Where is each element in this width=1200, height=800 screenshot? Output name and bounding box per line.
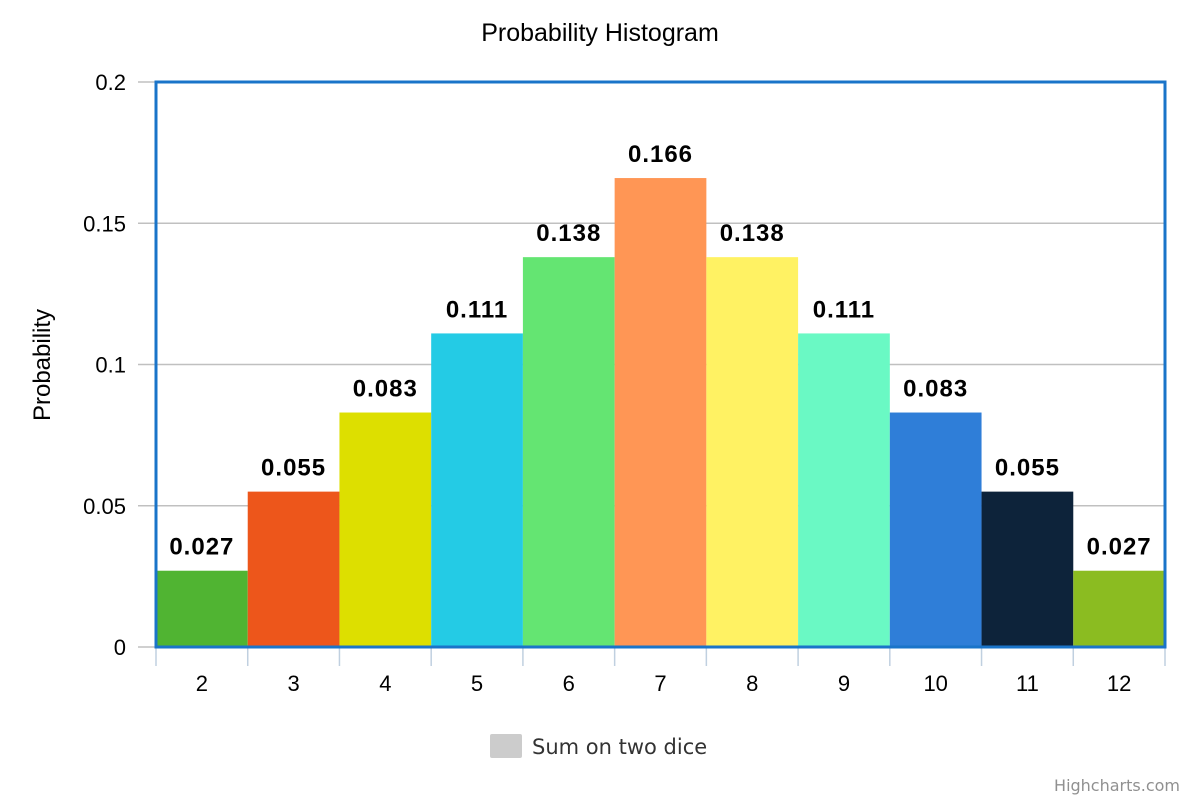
- x-tick-label: 6: [563, 671, 575, 696]
- x-tick-label: 9: [838, 671, 850, 696]
- bar-6[interactable]: [522, 257, 615, 647]
- y-tick-label: 0.1: [95, 353, 126, 378]
- x-tick-label: 7: [654, 671, 666, 696]
- bar-3[interactable]: [247, 491, 340, 647]
- x-tick-label: 12: [1107, 671, 1131, 696]
- legend-symbol[interactable]: [490, 734, 522, 758]
- bars: [156, 178, 1165, 648]
- bar-10[interactable]: [889, 412, 982, 647]
- bar-5[interactable]: [431, 333, 523, 647]
- data-label: 0.111: [813, 296, 875, 323]
- data-label: 0.027: [1087, 534, 1152, 561]
- y-axis-ticks: 0 0.05 0.1 0.15 0.2: [83, 70, 126, 660]
- bar-8[interactable]: [706, 257, 799, 647]
- bar-4[interactable]: [339, 412, 432, 647]
- x-axis: 2 3 4 5 6 7 8 9 10 11 12: [155, 647, 1166, 696]
- data-label: 0.083: [903, 376, 968, 403]
- data-label: 0.083: [353, 376, 418, 403]
- x-tick-label: 8: [746, 671, 758, 696]
- y-tick-label: 0.2: [95, 70, 126, 95]
- chart-title: Probability Histogram: [481, 19, 719, 47]
- data-labels: 0.027 0.055 0.083 0.111 0.138 0.166 0.138 0.111…: [169, 141, 1152, 561]
- x-tick-label: 5: [471, 671, 483, 696]
- data-label: 0.055: [995, 455, 1060, 482]
- y-tick-label: 0.05: [83, 494, 126, 519]
- legend[interactable]: Sum on two dice: [490, 734, 707, 759]
- legend-item-sum-on-two-dice[interactable]: Sum on two dice: [532, 735, 707, 759]
- data-label: 0.027: [169, 534, 234, 561]
- credits-link[interactable]: Highcharts.com: [1054, 776, 1180, 795]
- bar-11[interactable]: [981, 491, 1074, 647]
- bar-7[interactable]: [614, 178, 707, 648]
- x-tick-label: 4: [379, 671, 391, 696]
- data-label: 0.055: [261, 455, 326, 482]
- bar-12[interactable]: [1073, 570, 1165, 647]
- data-label: 0.138: [536, 220, 601, 247]
- x-tick-label: 11: [1016, 671, 1039, 696]
- y-tick-label: 0.15: [83, 211, 126, 236]
- bar-2[interactable]: [156, 570, 248, 647]
- bar-9[interactable]: [798, 333, 890, 647]
- data-label: 0.166: [628, 141, 693, 168]
- y-axis-title: Probability: [29, 309, 56, 421]
- x-tick-label: 10: [923, 671, 947, 696]
- data-label: 0.111: [446, 296, 508, 323]
- x-tick-label: 3: [287, 671, 299, 696]
- x-tick-label: 2: [196, 671, 208, 696]
- data-label: 0.138: [720, 220, 785, 247]
- plot-border: [154, 80, 1167, 649]
- y-tick-label: 0: [114, 635, 126, 660]
